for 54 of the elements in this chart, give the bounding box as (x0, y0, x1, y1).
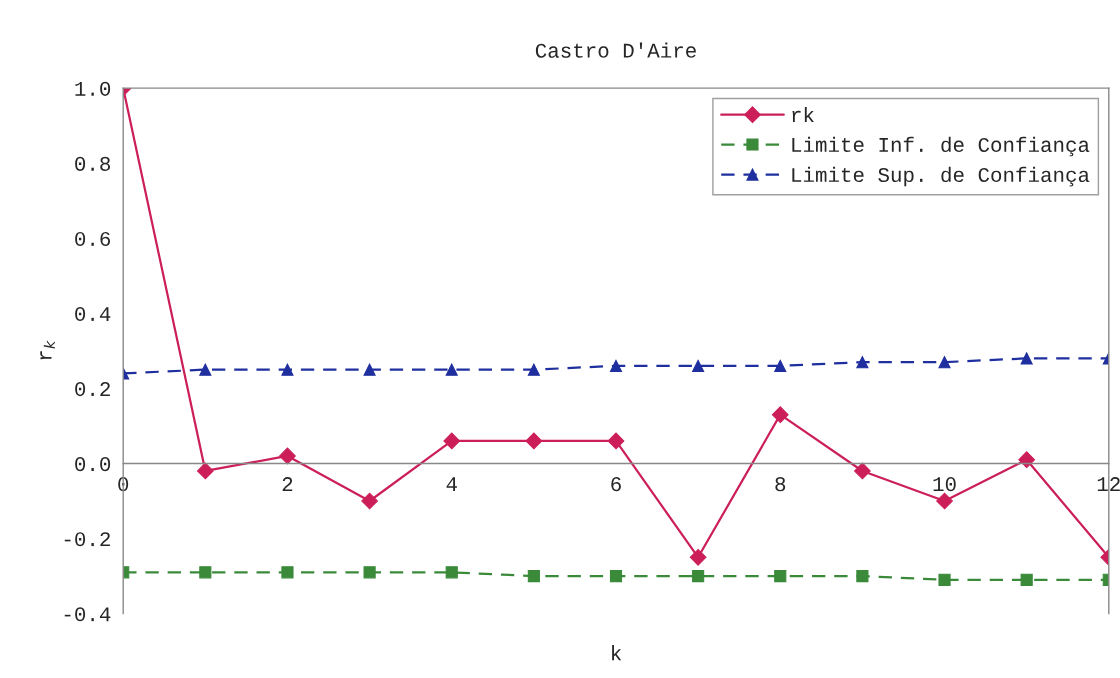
x-tick-label: 12 (1097, 477, 1120, 492)
y-tick-label: -0.2 (64, 532, 110, 547)
point (445, 363, 458, 376)
point (609, 569, 623, 583)
point (609, 359, 623, 372)
point (281, 566, 294, 579)
point (938, 573, 951, 586)
point (774, 359, 787, 372)
point (199, 363, 212, 376)
point (936, 492, 953, 510)
point (1020, 573, 1033, 586)
x-tick-label: 6 (611, 477, 621, 492)
point (1020, 352, 1033, 365)
legend-label: rk (792, 106, 814, 122)
point (363, 363, 376, 376)
legend-label: Limite Inf. de Confiança (792, 136, 1090, 157)
y-tick-label: 0.6 (75, 231, 111, 247)
x-tick-label: 2 (282, 477, 293, 492)
y-axis-title: r$_{k}$ (40, 340, 55, 360)
point (856, 569, 869, 583)
point (1018, 451, 1036, 469)
y-tick-label: 1.0 (75, 81, 111, 96)
point (361, 492, 378, 510)
point (774, 569, 787, 583)
point (938, 356, 951, 369)
y-tick-label: -0.4 (64, 607, 111, 622)
point (527, 363, 540, 376)
chart-title: Castro D'Aire (535, 42, 696, 58)
point (771, 406, 789, 424)
point (525, 432, 543, 450)
point (692, 359, 705, 372)
y-tick-label: 0.4 (75, 306, 111, 322)
point (445, 566, 458, 579)
point (199, 566, 212, 579)
point (363, 566, 376, 579)
point (279, 447, 296, 465)
point (689, 548, 707, 566)
point (527, 569, 540, 583)
x-tick-label: 0 (118, 477, 129, 492)
x-tick-label: 4 (446, 477, 457, 492)
point (443, 432, 461, 450)
legend-label: Limite Sup. de Confiança (792, 166, 1090, 187)
x-tick-label: 10 (933, 477, 956, 492)
x-tick-label: 8 (775, 477, 786, 492)
point (856, 356, 869, 369)
point (607, 432, 625, 450)
point (692, 569, 705, 583)
point (854, 462, 871, 480)
y-tick-label: 0.2 (75, 382, 110, 397)
y-tick-label: 0.8 (75, 156, 111, 171)
point (196, 462, 214, 480)
x-axis-title: k (612, 645, 622, 661)
point (281, 363, 294, 376)
y-tick-label: 0.0 (75, 457, 111, 472)
